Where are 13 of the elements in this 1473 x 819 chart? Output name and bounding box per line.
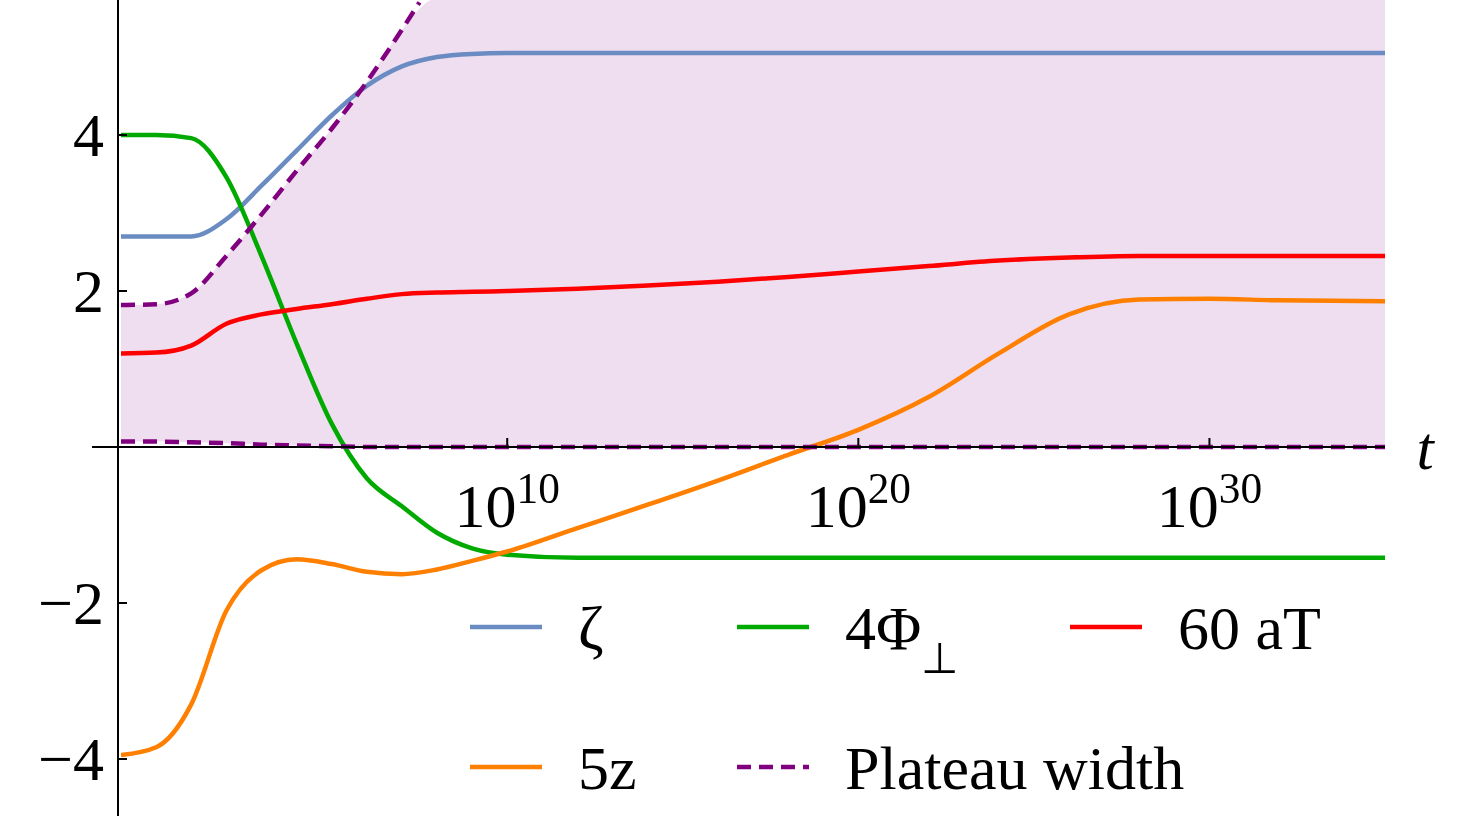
legend-label: 60 aT bbox=[1178, 594, 1321, 662]
y-tick-label: −4 bbox=[38, 725, 104, 793]
x-axis-title: t bbox=[1416, 414, 1436, 482]
legend-label: 5z bbox=[578, 734, 637, 802]
x-tick-label: 10$^{10}$ bbox=[454, 464, 560, 540]
legend-label: 4Φ$_{⊥}$ bbox=[845, 594, 959, 682]
y-tick-label: 2 bbox=[73, 257, 104, 325]
y-tick-label: −2 bbox=[38, 569, 104, 637]
legend-label: ζ bbox=[578, 594, 604, 662]
legend-label: Plateau width bbox=[845, 734, 1185, 802]
x-tick-label: 10$^{20}$ bbox=[805, 464, 912, 540]
y-tick-label: 4 bbox=[73, 101, 104, 169]
x-tick-label: 10$^{30}$ bbox=[1156, 464, 1263, 540]
